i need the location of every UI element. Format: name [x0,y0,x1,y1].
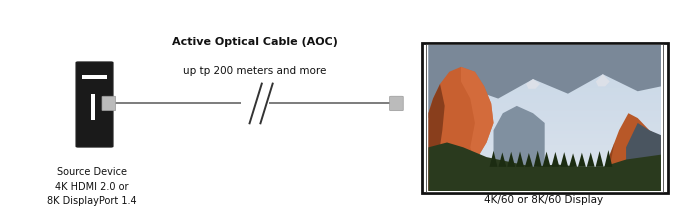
Ellipse shape [440,60,487,74]
Text: 4K/60 or 8K/60 Display: 4K/60 or 8K/60 Display [484,195,604,205]
Polygon shape [461,67,494,162]
Polygon shape [494,106,545,191]
Text: 4K HDMI 2.0 or: 4K HDMI 2.0 or [55,182,129,192]
Polygon shape [490,151,498,167]
Ellipse shape [545,50,615,69]
Polygon shape [526,79,540,89]
Polygon shape [534,150,542,167]
Text: 8K DisplayPort 1.4: 8K DisplayPort 1.4 [47,196,137,206]
Ellipse shape [597,58,655,75]
Ellipse shape [458,51,539,73]
Polygon shape [603,113,661,191]
Polygon shape [603,143,615,191]
Bar [82,75,107,79]
Polygon shape [428,143,661,191]
FancyBboxPatch shape [390,96,403,111]
Polygon shape [551,152,560,167]
Polygon shape [428,45,661,118]
Polygon shape [605,150,613,167]
Polygon shape [507,152,515,167]
Polygon shape [560,152,568,167]
Text: Active Optical Cable (AOC): Active Optical Cable (AOC) [172,37,338,47]
FancyBboxPatch shape [102,96,116,111]
Polygon shape [428,67,494,191]
Polygon shape [428,84,445,191]
Polygon shape [578,153,586,167]
Bar [426,44,663,192]
Polygon shape [626,123,661,191]
Text: up tp 200 meters and more: up tp 200 meters and more [184,66,326,76]
Ellipse shape [522,66,568,78]
Polygon shape [525,153,533,167]
Polygon shape [516,152,524,167]
Polygon shape [569,153,577,167]
Polygon shape [596,74,610,86]
Polygon shape [587,152,595,167]
FancyBboxPatch shape [76,62,113,147]
Bar [422,43,668,193]
Polygon shape [596,151,604,167]
Text: Source Device: Source Device [57,167,126,177]
Polygon shape [498,152,507,167]
Polygon shape [543,152,551,167]
Bar [90,94,95,120]
